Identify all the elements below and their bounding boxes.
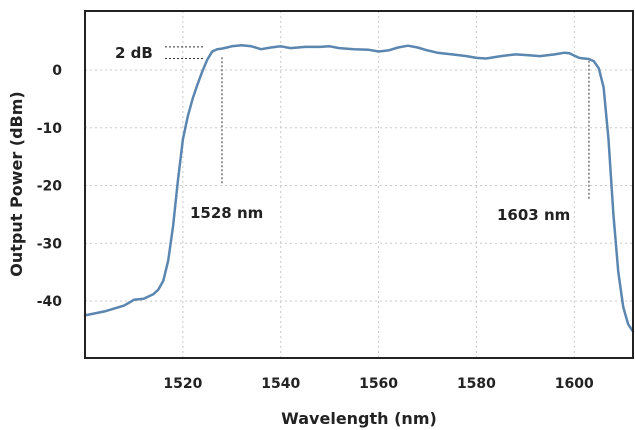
annotation-2db: 2 dB <box>115 44 153 62</box>
grid <box>85 11 633 358</box>
plot-frame <box>84 10 634 359</box>
output-power-line <box>83 43 635 333</box>
x-axis-title: Wavelength (nm) <box>281 409 437 428</box>
tick-labels: 0 -10 -20 -30 -40 1520 1540 1560 1580 1600 <box>37 63 594 392</box>
annotation-1603nm: 1603 nm <box>497 206 570 224</box>
y-tick-label: -20 <box>37 179 63 195</box>
y-tick-label: -40 <box>37 294 63 310</box>
y-tick-label: -10 <box>37 121 63 137</box>
x-tick-label: 1580 <box>457 376 496 392</box>
y-axis-title: Output Power (dBm) <box>7 91 26 276</box>
annotation-guides <box>165 46 590 200</box>
x-tick-label: 1540 <box>261 376 300 392</box>
y-tick-label: 0 <box>52 63 62 79</box>
y-tick-label: -30 <box>37 236 63 252</box>
x-tick-label: 1520 <box>163 376 202 392</box>
annotation-1528nm: 1528 nm <box>190 204 263 222</box>
x-tick-label: 1560 <box>359 376 398 392</box>
x-tick-label: 1600 <box>555 376 594 392</box>
